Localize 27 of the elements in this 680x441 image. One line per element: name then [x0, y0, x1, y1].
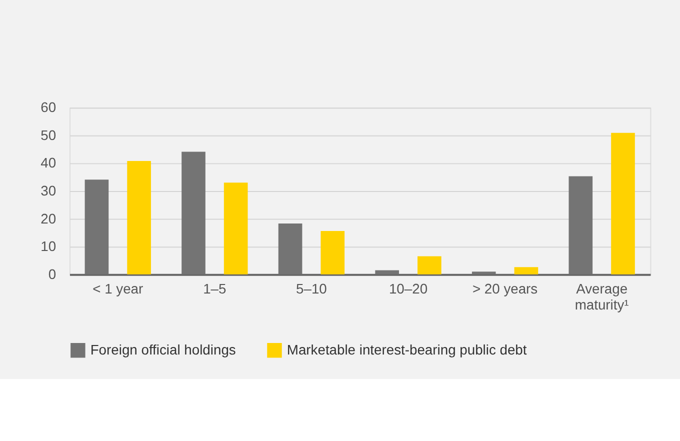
y-tick-label: 10: [40, 238, 56, 254]
bar: [127, 160, 151, 274]
bar: [278, 224, 302, 274]
bar: [418, 256, 442, 274]
x-tick-label: > 20 years: [472, 280, 538, 297]
bar: [84, 180, 109, 274]
bar: [611, 132, 635, 274]
y-tick-label: 20: [40, 210, 56, 226]
x-tick-label: 1–5: [203, 280, 227, 297]
bar: [514, 267, 538, 274]
y-tick-label: 60: [40, 99, 56, 116]
bar: [320, 231, 345, 274]
x-tick-label: Average maturity¹: [574, 280, 630, 313]
y-tick-label: 30: [40, 182, 56, 198]
x-tick-label: 5–10: [296, 280, 328, 297]
y-tick-label: 50: [40, 126, 56, 143]
bar: [568, 176, 593, 274]
bar: [375, 270, 399, 274]
legend-label: Foreign official holdings: [90, 341, 236, 358]
bar: [182, 152, 206, 274]
bar: [224, 182, 248, 274]
x-tick-label: < 1 year: [92, 280, 144, 297]
bar: [472, 272, 496, 274]
y-tick-label: 0: [48, 266, 56, 282]
legend-label: Marketable interest-bearing public debt: [286, 341, 527, 358]
y-tick-label: 40: [40, 154, 56, 171]
x-tick-label: 10–20: [388, 280, 428, 297]
